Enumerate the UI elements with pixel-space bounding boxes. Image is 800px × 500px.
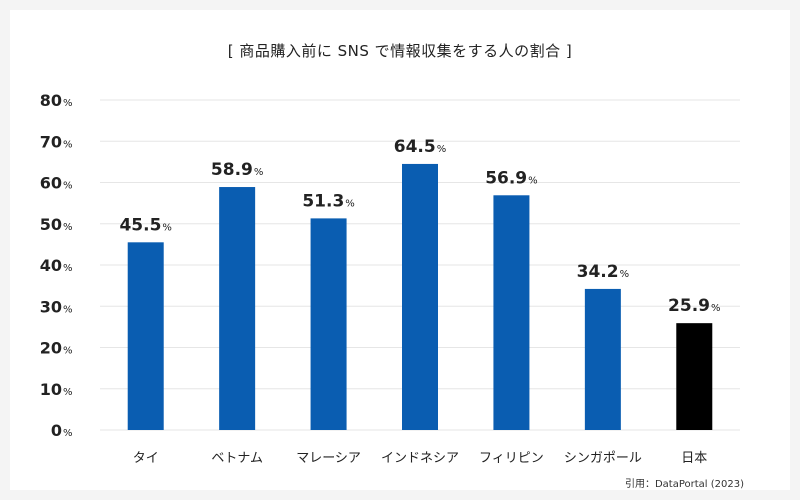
y-tick-label: 0 [51,421,62,440]
y-tick-unit: % [63,139,73,150]
data-label: 45.5% [119,215,171,235]
y-tick-label: 80 [40,91,62,110]
y-tick-unit: % [63,98,73,109]
data-label: 51.3% [302,191,354,211]
chart-title: [ 商品購入前に SNS で情報収集をする人の割合 ] [227,42,573,60]
y-tick-unit: % [63,428,73,439]
y-tick-label: 60 [40,174,62,193]
bar [310,218,347,430]
x-tick-label: インドネシア [381,451,459,466]
x-tick-label: 日本 [681,451,707,466]
data-label: 64.5% [394,137,446,157]
y-tick-label: 20 [40,339,62,358]
y-tick-label: 70 [40,132,62,151]
y-tick-label: 50 [40,215,62,234]
y-tick-unit: % [63,181,73,192]
y-tick-label: 30 [40,297,62,316]
y-tick-label: 10 [40,380,62,399]
data-label: 25.9% [668,296,720,316]
bar [676,323,713,430]
bar [493,195,530,430]
bar [584,288,621,430]
y-tick-unit: % [63,222,73,233]
bar [127,242,164,430]
x-tick-label: フィリピン [479,451,544,466]
x-tick-label: ベトナム [211,451,263,466]
y-tick-unit: % [63,387,73,398]
bar [219,187,256,430]
bar [402,163,438,430]
x-tick-label: マレーシア [296,451,361,466]
data-label: 56.9% [485,168,537,188]
x-tick-label: タイ [133,451,159,466]
x-tick-label: シンガポール [564,451,642,466]
data-label: 58.9% [211,160,263,180]
y-tick-unit: % [63,263,73,274]
y-tick-unit: % [63,304,73,315]
source-note: 引用：DataPortal (2023) [624,479,744,490]
data-label: 34.2% [577,262,629,282]
y-tick-unit: % [63,346,73,357]
y-tick-label: 40 [40,256,62,275]
